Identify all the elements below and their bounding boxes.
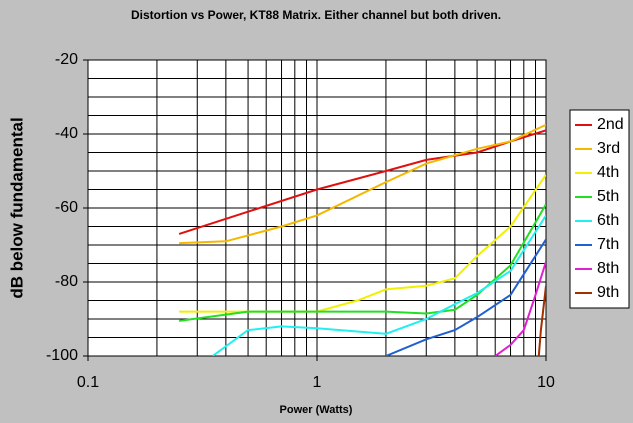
series-group: [178, 123, 546, 356]
x-tick-label: 1: [313, 374, 322, 391]
legend-label: 9th: [597, 284, 619, 301]
legend-label: 4th: [597, 164, 619, 181]
plot-border: [87, 59, 547, 357]
chart-title: Distortion vs Power, KT88 Matrix. Either…: [131, 8, 501, 22]
y-tick-label: -80: [55, 273, 78, 290]
series-line: [494, 261, 546, 356]
legend-label: 5th: [597, 188, 619, 205]
x-tick-label: 10: [537, 374, 555, 391]
y-tick-label: -40: [55, 125, 78, 142]
series-line: [178, 203, 546, 322]
y-tick-label: -20: [55, 51, 78, 68]
x-axis-label: Power (Watts): [280, 404, 353, 416]
series-line: [212, 214, 546, 356]
y-tick-label: -100: [46, 347, 78, 364]
x-tick-label: 0.1: [77, 374, 99, 391]
y-axis-label: dB below fundamental: [7, 117, 26, 298]
legend-label: 2nd: [597, 116, 624, 133]
series-line: [179, 174, 546, 313]
legend-label: 7th: [597, 236, 619, 253]
legend-box: [569, 109, 630, 309]
series-line: [179, 123, 546, 245]
legend-label: 3rd: [597, 140, 620, 157]
legend-label: 6th: [597, 212, 619, 229]
y-tick-label: -60: [55, 199, 78, 216]
series-line: [385, 238, 546, 356]
series-line: [537, 285, 546, 356]
legend-label: 8th: [597, 260, 619, 277]
